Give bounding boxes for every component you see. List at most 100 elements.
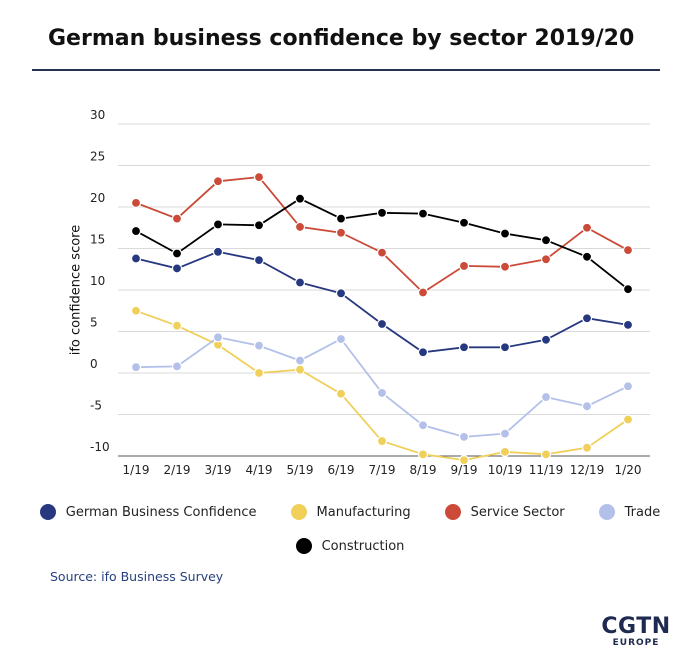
data-point-german-business-confidence bbox=[540, 334, 552, 345]
x-tick-label: 11/19 bbox=[529, 463, 564, 477]
data-point-german-business-confidence bbox=[622, 319, 634, 330]
x-tick-label: 3/19 bbox=[205, 463, 232, 477]
data-point-trade bbox=[622, 381, 634, 392]
source-note: Source: ifo Business Survey bbox=[50, 569, 224, 584]
y-tick-label: 0 bbox=[90, 357, 98, 371]
x-tick-label: 1/19 bbox=[123, 463, 150, 477]
data-point-service-sector bbox=[130, 197, 142, 208]
legend-item-construction: Construction bbox=[295, 538, 404, 554]
legend-item-german-business-confidence: German Business Confidence bbox=[39, 504, 257, 520]
data-point-service-sector bbox=[212, 176, 224, 187]
x-tick-label: 12/19 bbox=[570, 463, 605, 477]
x-tick-label: 5/19 bbox=[287, 463, 314, 477]
legend-label: Trade bbox=[624, 504, 661, 520]
x-tick-label: 10/19 bbox=[488, 463, 523, 477]
logo-subtitle: EUROPE bbox=[612, 638, 660, 648]
data-point-construction bbox=[212, 219, 224, 230]
data-point-manufacturing bbox=[253, 367, 265, 379]
x-tick-label: 4/19 bbox=[246, 463, 273, 477]
legend-label: Service Sector bbox=[470, 504, 565, 520]
chart-title: German business confidence by sector 201… bbox=[48, 26, 635, 51]
data-point-trade bbox=[130, 362, 142, 373]
data-point-trade bbox=[581, 401, 593, 412]
y-tick-label: 20 bbox=[90, 191, 105, 205]
title-divider bbox=[32, 69, 660, 71]
data-point-trade bbox=[540, 391, 552, 403]
legend-swatch bbox=[598, 504, 615, 520]
x-tick-labels: 1/19 2/19 3/19 4/19 5/19 6/19 7/19 8/19 9/19 10/1… bbox=[123, 463, 642, 477]
data-point-german-business-confidence bbox=[376, 318, 388, 330]
data-point-trade bbox=[458, 431, 470, 443]
data-point-manufacturing bbox=[458, 455, 470, 466]
y-tick-label: 10 bbox=[90, 274, 105, 288]
data-point-service-sector bbox=[376, 247, 388, 258]
data-point-manufacturing bbox=[376, 435, 388, 447]
data-point-construction bbox=[171, 248, 183, 259]
series-line-service-sector bbox=[135, 176, 629, 294]
y-tick-label: -10 bbox=[90, 440, 110, 454]
data-point-construction bbox=[458, 217, 470, 228]
series-line-trade bbox=[135, 336, 629, 438]
x-tick-label: 2/19 bbox=[164, 463, 191, 477]
data-point-manufacturing bbox=[335, 388, 347, 399]
x-tick-label: 9/19 bbox=[451, 463, 478, 477]
data-point-german-business-confidence bbox=[294, 277, 306, 288]
data-point-construction bbox=[581, 251, 593, 262]
legend-swatch bbox=[444, 504, 461, 520]
data-point-manufacturing bbox=[294, 364, 306, 375]
legend-row-1: German Business Confidence Manufacturing S… bbox=[0, 500, 700, 524]
data-point-trade bbox=[335, 333, 347, 345]
data-point-german-business-confidence bbox=[417, 347, 429, 358]
x-tick-label: 8/19 bbox=[410, 463, 437, 477]
data-point-construction bbox=[417, 208, 429, 219]
data-point-trade bbox=[253, 340, 265, 351]
series-points bbox=[130, 172, 634, 466]
x-tick-label: 6/19 bbox=[328, 463, 355, 477]
data-point-trade bbox=[294, 355, 306, 366]
data-point-german-business-confidence bbox=[171, 263, 183, 274]
data-point-service-sector bbox=[417, 287, 429, 298]
legend-row-2: Construction bbox=[0, 534, 700, 558]
y-axis-label: ifo confidence score bbox=[68, 224, 84, 356]
data-point-construction bbox=[499, 228, 511, 239]
data-point-trade bbox=[417, 420, 429, 431]
data-point-german-business-confidence bbox=[458, 342, 470, 353]
line-chart: 30 25 20 15 10 5 0 -5 -10 1/19 2/19 3/19 4/19 5/19 6/… bbox=[90, 108, 650, 477]
data-point-trade bbox=[212, 332, 224, 343]
data-point-construction bbox=[376, 207, 388, 218]
data-point-german-business-confidence bbox=[581, 313, 593, 324]
data-point-manufacturing bbox=[622, 414, 634, 425]
data-point-german-business-confidence bbox=[212, 246, 224, 257]
data-point-manufacturing bbox=[171, 320, 183, 331]
y-tick-label: 25 bbox=[90, 150, 105, 164]
data-point-service-sector bbox=[540, 254, 552, 265]
data-point-service-sector bbox=[581, 222, 593, 233]
x-tick-label: 7/19 bbox=[369, 463, 396, 477]
legend-item-service-sector: Service Sector bbox=[444, 504, 565, 520]
data-point-german-business-confidence bbox=[253, 255, 265, 266]
data-point-german-business-confidence bbox=[130, 253, 142, 264]
y-tick-label: 15 bbox=[90, 233, 105, 247]
data-point-service-sector bbox=[171, 213, 183, 224]
data-point-german-business-confidence bbox=[335, 288, 347, 299]
data-point-manufacturing bbox=[581, 442, 593, 453]
x-tick-label: 1/20 bbox=[615, 463, 642, 477]
data-point-construction bbox=[540, 235, 552, 246]
series-lines bbox=[135, 176, 629, 462]
y-tick-label: 5 bbox=[90, 316, 98, 330]
y-tick-labels: 30 25 20 15 10 5 0 -5 -10 bbox=[90, 108, 110, 454]
legend: German Business Confidence Manufacturing S… bbox=[0, 500, 700, 568]
y-tick-label: 30 bbox=[90, 108, 105, 122]
legend-swatch bbox=[295, 538, 312, 554]
data-point-manufacturing bbox=[499, 446, 511, 457]
data-point-service-sector bbox=[499, 261, 511, 272]
y-tick-label: -5 bbox=[90, 399, 102, 413]
data-point-construction bbox=[253, 220, 265, 231]
data-point-service-sector bbox=[622, 245, 634, 256]
data-point-service-sector bbox=[335, 227, 347, 238]
data-point-trade bbox=[376, 387, 388, 399]
data-point-manufacturing bbox=[540, 449, 552, 460]
data-point-service-sector bbox=[458, 260, 470, 272]
data-point-construction bbox=[335, 213, 347, 224]
cgtn-europe-logo: CGTN EUROPE bbox=[600, 616, 672, 649]
